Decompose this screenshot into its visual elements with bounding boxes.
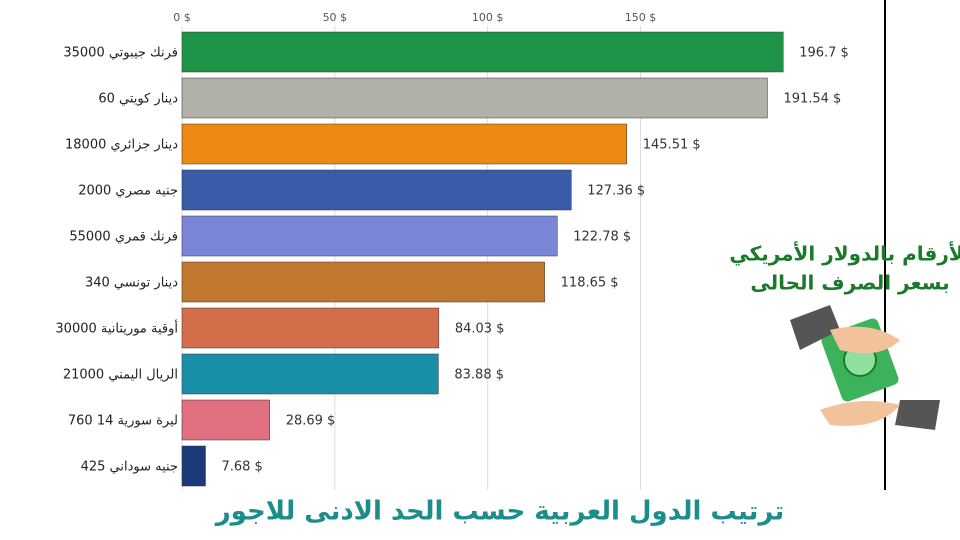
category-label: ليرة سورية 14 760 <box>68 414 178 429</box>
money-illustration <box>790 305 940 430</box>
value-label: 7.68 $ <box>221 460 262 475</box>
category-label: دينار جزائري 18000 <box>65 138 178 153</box>
bar <box>181 399 270 441</box>
bar <box>181 169 572 211</box>
value-label: 122.78 $ <box>573 230 631 245</box>
category-label: جنيه سوداني 425 <box>81 460 178 475</box>
category-label: دينار تونسي 340 <box>85 276 178 291</box>
bars: فرنك جيبوتي 35000 196.7 $ دينار كويتي 60 19… <box>55 31 849 487</box>
bar <box>181 77 768 119</box>
bar <box>181 445 206 487</box>
bar <box>181 123 628 165</box>
value-label: 84.03 $ <box>455 322 505 337</box>
bar <box>181 261 545 303</box>
bar <box>181 31 784 73</box>
annotation: الأرقام بالدولار الأمريكي <box>729 241 960 267</box>
bar <box>181 353 439 395</box>
value-label: 28.69 $ <box>286 414 336 429</box>
value-label: 196.7 $ <box>799 46 849 61</box>
category-label: أوقية موريتانية 30000 <box>55 320 178 337</box>
category-label: دينار كويتي 60 <box>98 92 178 107</box>
value-label: 145.51 $ <box>643 138 701 153</box>
bar <box>181 307 440 349</box>
x-tick-label: 0 $ <box>173 11 191 24</box>
value-label: 118.65 $ <box>561 276 619 291</box>
value-label: 83.88 $ <box>454 368 504 383</box>
value-label: 127.36 $ <box>587 184 645 199</box>
category-label: فرنك قمري 55000 <box>69 230 178 245</box>
bar <box>181 215 558 257</box>
category-label: الريال اليمني 21000 <box>63 368 178 383</box>
annotation: بسعر الصرف الحالى <box>750 271 949 295</box>
x-tick-label: 100 $ <box>472 11 504 24</box>
x-tick-label: 150 $ <box>625 11 657 24</box>
category-label: جنيه مصري 2000 <box>78 184 178 199</box>
category-label: فرنك جيبوتي 35000 <box>63 46 178 61</box>
value-label: 191.54 $ <box>783 92 841 107</box>
chart-title: ترتيب الدول العربية حسب الحد الادنى للاج… <box>214 497 785 527</box>
x-tick-label: 50 $ <box>323 11 348 24</box>
